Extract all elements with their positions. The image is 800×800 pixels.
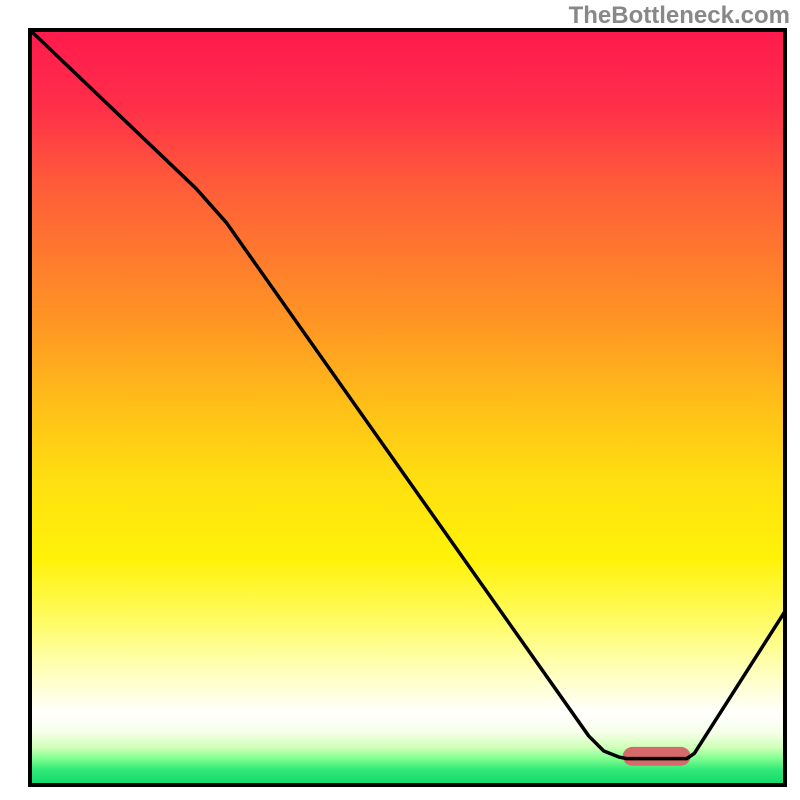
gradient-background [30, 30, 785, 785]
optimal-range-marker [623, 747, 691, 766]
bottleneck-chart [0, 0, 800, 800]
watermark-text: TheBottleneck.com [569, 2, 790, 30]
chart-container: TheBottleneck.com [0, 0, 800, 800]
